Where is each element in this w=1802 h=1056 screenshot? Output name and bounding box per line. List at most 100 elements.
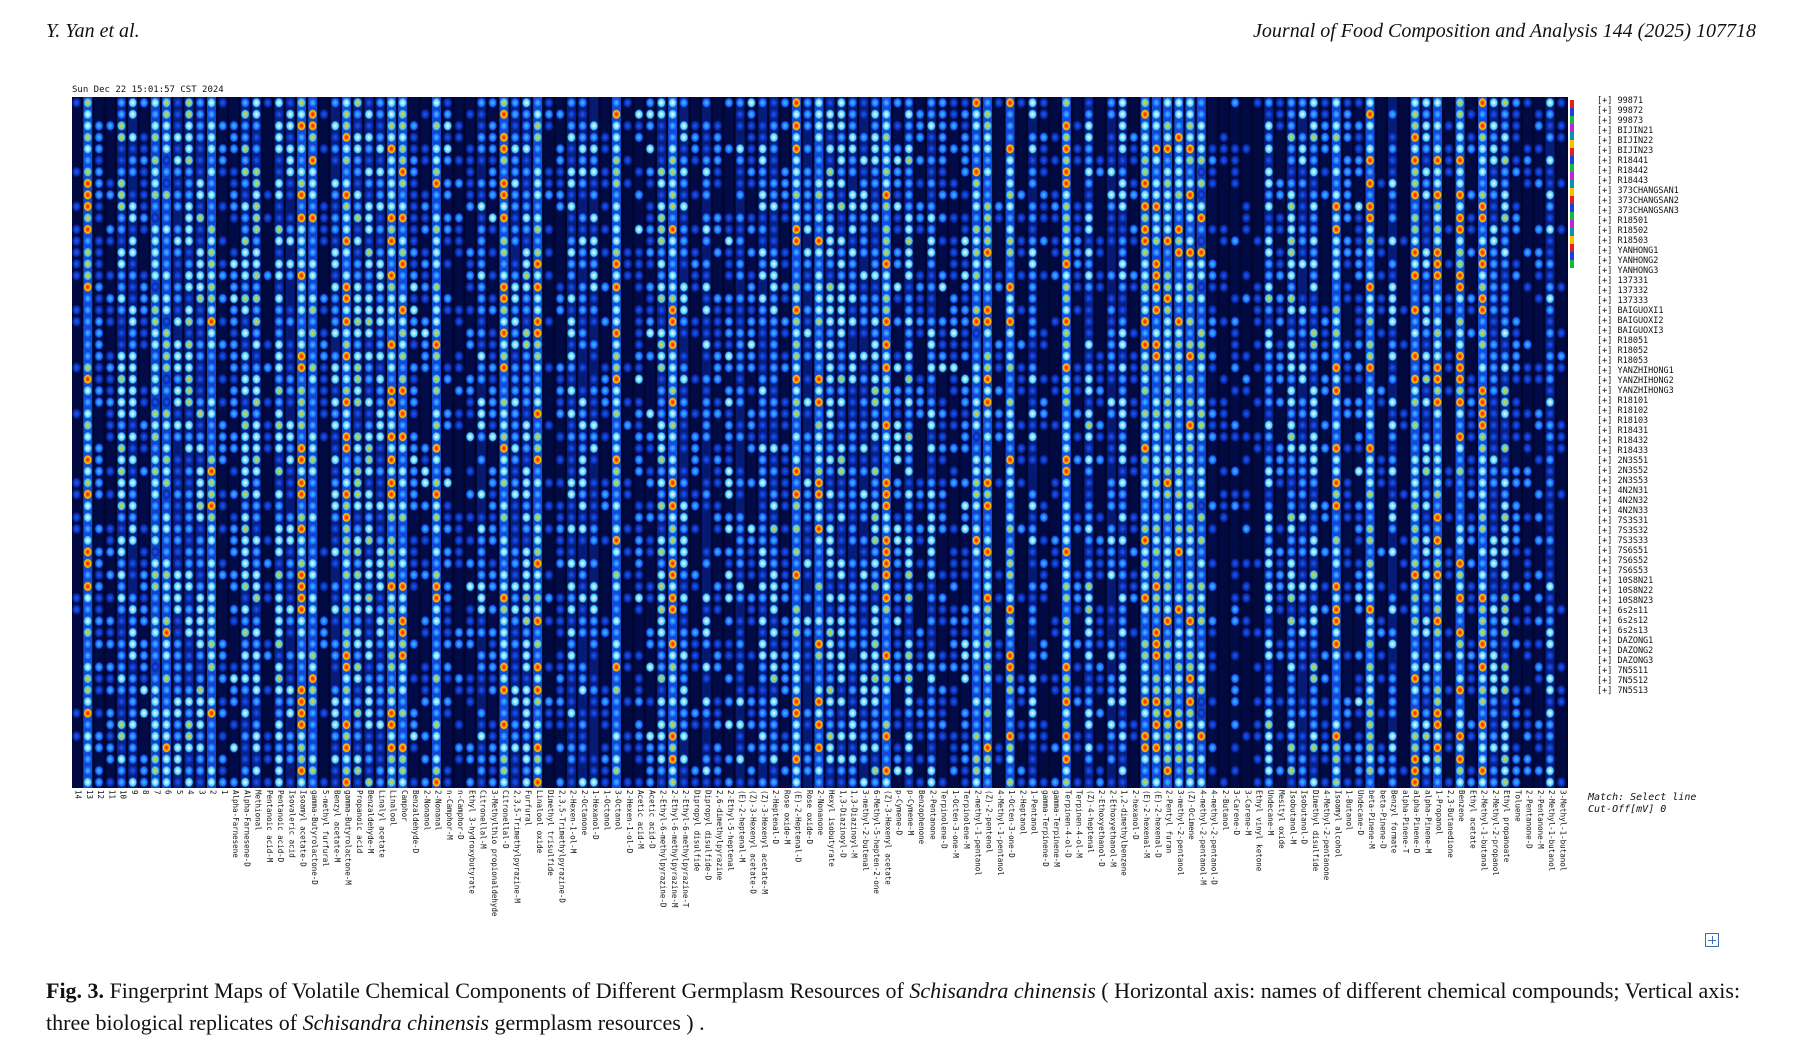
heatmap-cell — [1005, 177, 1015, 189]
heatmap-cell — [274, 396, 284, 408]
heatmap-cell — [1072, 592, 1083, 604]
heatmap-cell — [645, 580, 655, 592]
heatmap-cell — [296, 765, 307, 777]
heatmap-cell — [454, 235, 464, 247]
heatmap-cell — [364, 154, 374, 166]
heatmap-cell — [589, 776, 599, 788]
heatmap-cell — [161, 477, 172, 489]
heatmap-cell — [724, 465, 734, 477]
heatmap-cell — [521, 696, 532, 708]
heatmap-cell — [656, 362, 667, 374]
heatmap-cell — [982, 177, 993, 189]
heatmap-cell — [150, 408, 160, 420]
heatmap-cell — [1050, 615, 1060, 627]
heatmap-cell — [847, 327, 858, 339]
heatmap-cell — [487, 385, 498, 397]
heatmap-cell — [926, 223, 937, 235]
heatmap-cell — [510, 304, 520, 316]
heatmap-cell — [532, 615, 543, 627]
heatmap-cell — [1039, 673, 1049, 685]
heatmap-cell — [72, 166, 82, 178]
heatmap-cell — [397, 339, 408, 351]
heatmap-cell — [83, 707, 93, 719]
heatmap-cell — [555, 304, 565, 316]
heatmap-cell — [904, 707, 914, 719]
heatmap-cell — [150, 580, 160, 592]
heatmap-cell — [1106, 546, 1117, 558]
heatmap-cell — [814, 419, 824, 431]
heatmap-cell — [555, 511, 565, 523]
heatmap-cell — [206, 488, 217, 500]
heatmap-cell — [1084, 350, 1094, 362]
heatmap-cell — [791, 673, 802, 685]
heatmap-cell — [510, 108, 520, 120]
heatmap-cell — [656, 373, 667, 385]
heatmap-cell — [296, 154, 307, 166]
heatmap-cell — [173, 523, 183, 535]
heatmap-cell — [1185, 143, 1195, 155]
heatmap-cell — [634, 246, 644, 258]
heatmap-cell — [375, 166, 385, 178]
heatmap-cell — [982, 108, 993, 120]
heatmap-cell — [274, 696, 284, 708]
heatmap-cell — [735, 339, 745, 351]
heatmap-cell — [611, 154, 622, 166]
heatmap-cell — [926, 281, 937, 293]
heatmap-cell — [926, 293, 937, 305]
heatmap-cell — [611, 131, 622, 143]
heatmap-cell — [836, 269, 847, 282]
heatmap-cell — [1095, 511, 1105, 523]
heatmap-cell — [521, 707, 532, 719]
heatmap-cell — [532, 776, 543, 788]
heatmap-cell — [1061, 626, 1072, 639]
heatmap-cell — [240, 569, 250, 581]
heatmap-cell — [274, 534, 284, 546]
heatmap-cell — [352, 776, 363, 788]
compound-column-band — [611, 97, 621, 788]
heatmap-cell — [94, 235, 104, 247]
heatmap-cell — [532, 166, 543, 178]
heatmap-cell — [960, 339, 970, 351]
heatmap-cell — [870, 661, 880, 673]
heatmap-cell — [487, 293, 498, 305]
heatmap-cell — [712, 120, 723, 132]
heatmap-cell — [263, 212, 273, 224]
heatmap-cell — [802, 557, 813, 569]
heatmap-cell — [94, 488, 104, 500]
heatmap-cell — [116, 339, 127, 351]
heatmap-cell — [836, 742, 847, 754]
heatmap-cell — [757, 684, 768, 696]
heatmap-cell — [577, 488, 588, 500]
heatmap-cell — [476, 177, 487, 189]
heatmap-cell — [510, 212, 520, 224]
heatmap-cell — [510, 684, 520, 696]
heatmap-cell — [825, 408, 835, 420]
heatmap-cell — [1117, 166, 1128, 178]
heatmap-cell — [229, 534, 239, 546]
heatmap-cell — [937, 707, 948, 719]
heatmap-cell — [341, 534, 352, 546]
heatmap-cell — [667, 120, 678, 132]
heatmap-cell — [128, 650, 138, 662]
heatmap-cell — [94, 638, 104, 650]
heatmap-cell — [667, 661, 678, 673]
heatmap-cell — [251, 603, 262, 616]
heatmap-cell — [139, 523, 149, 535]
heatmap-cell — [1050, 776, 1060, 788]
heatmap-cell — [746, 765, 757, 777]
heatmap-cell — [173, 765, 183, 777]
heatmap-cell — [139, 212, 149, 224]
heatmap-cell — [195, 488, 205, 500]
heatmap-cell — [679, 235, 689, 247]
heatmap-cell — [1084, 431, 1094, 443]
heatmap-cell — [397, 661, 408, 673]
heatmap-cell — [701, 696, 712, 708]
heatmap-cell — [218, 523, 228, 535]
heatmap-cell — [814, 742, 824, 754]
heatmap-cell — [442, 189, 453, 201]
heatmap-cell — [83, 523, 93, 535]
heatmap-cell — [375, 742, 385, 754]
heatmap-cell — [757, 753, 768, 765]
heatmap-cell — [499, 569, 509, 581]
heatmap-cell — [870, 269, 880, 282]
